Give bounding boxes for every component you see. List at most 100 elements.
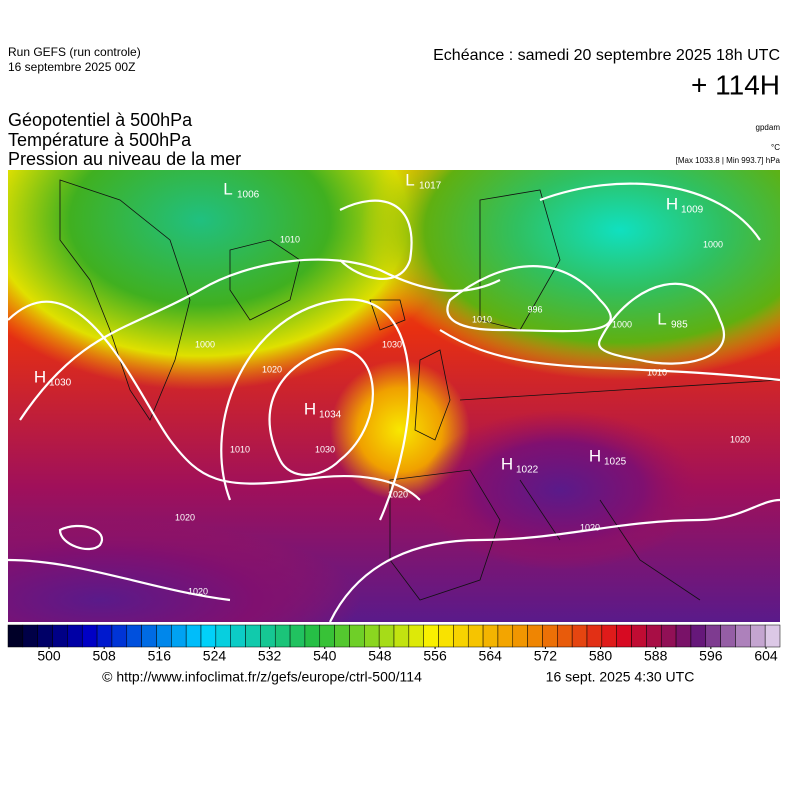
colorbar-swatch: [111, 624, 128, 648]
center-value: 1034: [319, 410, 342, 421]
colorbar: 500 508 516 524 532 540 548 556 564 572 580 588 596 6…: [7, 624, 781, 664]
contour-label: 1010: [230, 444, 250, 454]
colorbar-swatch: [7, 624, 24, 648]
field-shade: [8, 170, 460, 390]
center-value: 1030: [49, 378, 72, 389]
colorbar-swatch: [438, 624, 454, 648]
colorbar-swatch: [720, 624, 736, 648]
colorbar-swatch: [705, 624, 721, 648]
colorbar-swatch: [601, 624, 617, 648]
colorbar-swatch: [22, 624, 38, 648]
contour-label: 996: [527, 304, 542, 314]
colorbar-tick-label: 500: [37, 648, 61, 664]
contour-label: 1010: [472, 314, 492, 324]
colorbar-swatch: [527, 624, 543, 648]
contour-label: 1020: [188, 586, 208, 596]
center-value: 1025: [604, 457, 627, 468]
colorbar-tick-label: 508: [92, 648, 116, 664]
contour-label: 1010: [280, 234, 300, 244]
colorbar-swatch: [646, 624, 662, 648]
center-type: L: [223, 179, 232, 198]
unit: °C: [771, 143, 780, 152]
contour-label: 1020: [730, 434, 750, 444]
field: Pression au niveau de la mer: [8, 149, 241, 169]
colorbar-swatch: [467, 624, 484, 648]
colorbar-swatch: [512, 624, 528, 648]
colorbar-swatch: [141, 624, 157, 648]
colorbar-tick-label: 588: [644, 648, 668, 664]
center-type: H: [666, 194, 678, 213]
colorbar-swatch: [393, 624, 410, 648]
coastlines: [59, 179, 780, 601]
colorbar-tick-label: 604: [754, 648, 778, 664]
center-type: H: [501, 454, 513, 473]
contour-label: 1020: [580, 522, 600, 532]
colorbar-swatch: [260, 624, 276, 648]
colorbar-tick-label: 516: [148, 648, 172, 664]
colorbar-swatch: [156, 624, 172, 648]
colorbar-swatch: [334, 624, 350, 648]
colorbar-swatch: [378, 624, 395, 648]
center-value: 1017: [419, 181, 442, 192]
colorbar-tick-label: 524: [203, 648, 227, 664]
footer-url: © http://www.infoclimat.fr/z/gefs/europe…: [102, 669, 422, 685]
colorbar-swatch: [126, 624, 142, 648]
contour-label: 1000: [703, 239, 723, 249]
colorbar-swatch: [67, 624, 83, 648]
contour-label: 1030: [382, 339, 402, 349]
colorbar-swatch: [542, 624, 558, 648]
colorbar-tick-label: 548: [368, 648, 392, 664]
colorbar-tick-label: 540: [313, 648, 337, 664]
minmax: [Max 1033.8 | Min 993.7] hPa: [676, 156, 781, 165]
contour-label: 1030: [315, 444, 335, 454]
colorbar-swatch: [453, 624, 469, 648]
colorbar-swatch: [304, 624, 321, 648]
colorbar-swatch: [364, 624, 380, 648]
contour-label: 1020: [175, 512, 195, 522]
colorbar-swatch: [200, 624, 217, 648]
colorbar-swatch: [349, 624, 365, 648]
center-value: 985: [671, 320, 688, 331]
center-type: H: [589, 446, 601, 465]
colorbar-tick-label: 532: [258, 648, 282, 664]
center-value: 1022: [516, 465, 539, 476]
colorbar-tick-label: 596: [699, 648, 723, 664]
colorbar-swatch: [423, 624, 439, 648]
unit: gpdam: [756, 123, 781, 132]
center-value: 1009: [681, 205, 704, 216]
contour-label: 1020: [388, 489, 408, 499]
colorbar-swatch: [571, 624, 588, 648]
colorbar-swatch: [557, 624, 573, 648]
run: Run GEFS (run controle): [8, 45, 141, 59]
contour-label: 1000: [195, 339, 215, 349]
center-type: L: [657, 309, 666, 328]
colorbar-swatch: [764, 624, 781, 648]
colorbar-swatch: [81, 624, 98, 648]
colorbar-swatch: [690, 624, 707, 648]
colorbar-swatch: [616, 624, 632, 648]
colorbar-swatch: [482, 624, 499, 648]
center-type: H: [304, 399, 316, 418]
field: Géopotentiel à 500hPa: [8, 110, 193, 130]
colorbar-swatch: [96, 624, 113, 648]
colorbar-swatch: [52, 624, 68, 648]
colorbar-swatch: [215, 624, 231, 648]
colorbar-swatch: [185, 624, 202, 648]
colorbar-swatch: [230, 624, 246, 648]
field-shade: [8, 520, 360, 622]
colorbar-swatch: [660, 624, 677, 648]
colorbar-swatch: [319, 624, 335, 648]
center-type: L: [405, 170, 414, 189]
colorbar-swatch: [675, 624, 692, 648]
colorbar-swatch: [497, 624, 514, 648]
contour-label: 1010: [647, 367, 667, 377]
run-date: 16 septembre 2025 00Z: [8, 60, 135, 74]
isobars: [8, 182, 780, 622]
colorbar-tick-label: 580: [589, 648, 613, 664]
center-type: H: [34, 367, 46, 386]
center-value: 1006: [237, 190, 260, 201]
colorbar-swatch: [171, 624, 187, 648]
colorbar-tick-label: 564: [479, 648, 503, 664]
contour-label: 1020: [262, 364, 282, 374]
